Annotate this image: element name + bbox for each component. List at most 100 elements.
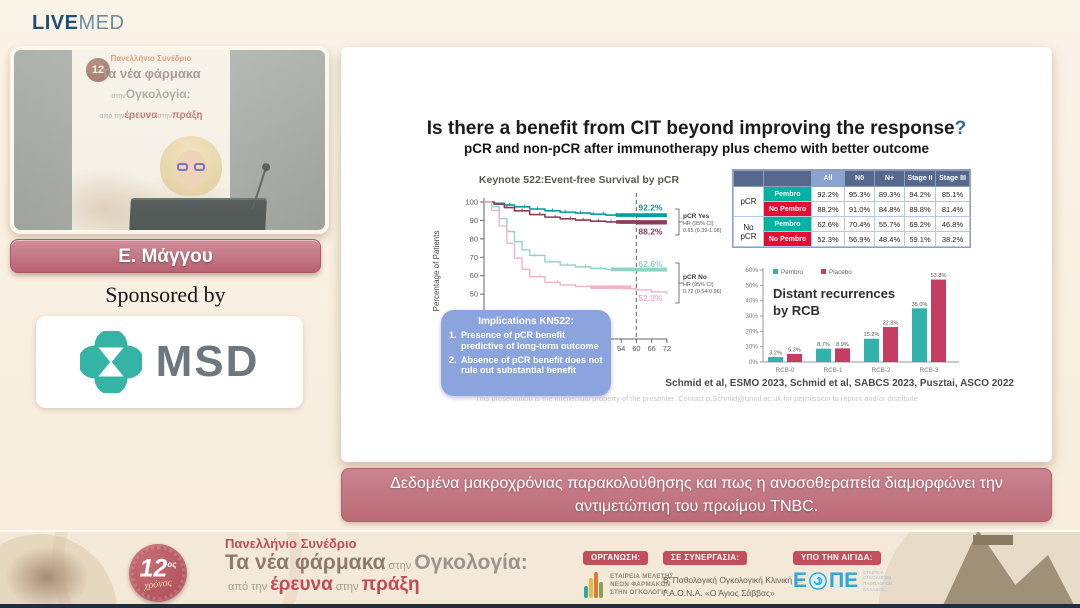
svg-text:5.3%: 5.3% xyxy=(788,347,801,353)
organizer-name: ΕΤΑΙΡΕΙΑ ΜΕΛΕΤΗΣ ΝΕΩΝ ΦΑΡΜΑΚΩΝ ΣΤΗΝ ΟΓΚΟ… xyxy=(610,572,674,597)
slide-title-question-mark: ? xyxy=(954,117,967,139)
svg-text:70: 70 xyxy=(470,253,478,262)
svg-text:66: 66 xyxy=(647,344,655,353)
svg-text:60: 60 xyxy=(470,271,478,280)
table-group-cell: pCR xyxy=(733,186,764,217)
svg-text:53.8%: 53.8% xyxy=(931,273,947,279)
poster-line3b: έρευνα xyxy=(124,110,157,121)
brand-live: LIVE xyxy=(32,12,79,34)
topic-banner: Δεδομένα μακροχρόνιας παρακολούθησης και… xyxy=(341,468,1052,522)
speaker-video-feed[interactable]: 12 Πανελλήνιο Συνέδριο Τα νέα φάρμακα στ… xyxy=(14,50,325,230)
implication-number: 1. xyxy=(449,330,457,340)
livemed-logo: LIVEMED xyxy=(32,12,124,35)
conference-seal-badge: 12ος χρόνος xyxy=(129,544,187,602)
svg-text:Percentage of Patients: Percentage of Patients xyxy=(432,231,441,312)
svg-text:RCB-1: RCB-1 xyxy=(824,367,843,374)
table-value-cell: 59.1% xyxy=(904,231,936,247)
poster-text: Πανελλήνιο Συνέδριο Τα νέα φάρμακα στηνΟ… xyxy=(72,54,230,124)
conference-sub-d: πράξη xyxy=(361,573,420,595)
conference-sub-c: στην xyxy=(335,580,359,593)
partner-label: ΣΕ ΣΥΝΕΡΓΑΣΙΑ: xyxy=(663,551,748,565)
svg-text:RCB-3: RCB-3 xyxy=(920,367,939,374)
table-group-cell: No pCR xyxy=(733,216,764,247)
seal-number: 12ος xyxy=(139,554,177,583)
table-arm-cell: No Pembro xyxy=(763,231,812,247)
watercolor-vignette-right xyxy=(878,532,1080,604)
svg-text:0%: 0% xyxy=(749,359,759,366)
conference-title-a: Τα νέα φάρμακα xyxy=(225,550,386,574)
bar-placebo-RCB-3 xyxy=(931,279,946,362)
organizer-bars-icon xyxy=(584,572,603,598)
slide-title: Is there a benefit from CIT beyond impro… xyxy=(341,118,1052,140)
speaker-video-card: 12 Πανελλήνιο Συνέδριο Τα νέα φάρμακα στ… xyxy=(10,46,329,234)
svg-text:8.7%: 8.7% xyxy=(817,342,830,348)
rcb-bar-chart: 0% 10% 20% 30% 40% 50% 60% 3.2% 8.7% 15.2% 35.0% 5.… xyxy=(733,260,965,382)
table-arm-cell: Pembro xyxy=(763,216,812,232)
bar-pembro-RCB-3 xyxy=(912,308,927,362)
svg-text:60%: 60% xyxy=(745,267,758,274)
seal-script: χρόνος xyxy=(143,577,173,592)
svg-text:35.0%: 35.0% xyxy=(912,302,928,308)
eope-spiral-icon xyxy=(809,572,827,590)
slide-subtitle: pCR and non-pCR after immunotherapy plus… xyxy=(463,141,930,156)
table-value-cell: 94.2% xyxy=(904,186,936,202)
implication-text: Presence of pCR benefit predictive of lo… xyxy=(461,330,599,351)
implication-item: 2. Absence of pCR benefit does not rule … xyxy=(449,355,603,377)
conference-footer: 12ος χρόνος Πανελλήνιο Συνέδριο Τα νέα φ… xyxy=(0,530,1080,604)
svg-text:60: 60 xyxy=(632,344,640,353)
implication-item: 1. Presence of pCR benefit predictive of… xyxy=(449,330,603,352)
bar-placebo-RCB-0 xyxy=(787,353,802,362)
svg-text:62.6%: 62.6% xyxy=(638,259,663,269)
svg-text:8.9%: 8.9% xyxy=(836,342,849,348)
table-value-cell: 91.0% xyxy=(844,201,875,217)
citation: Schmid et al, ESMO 2023, Schmid et al, S… xyxy=(665,378,1014,389)
eope-letter-e: Ε xyxy=(793,569,808,592)
table-header-cell: All xyxy=(811,170,845,187)
presentation-slide[interactable]: Is there a benefit from CIT beyond impro… xyxy=(341,47,1052,462)
hill-illustration xyxy=(878,532,1080,604)
svg-text:52.3%: 52.3% xyxy=(638,293,663,303)
svg-text:Placebo: Placebo xyxy=(829,269,852,276)
svg-text:HR (95% CI): HR (95% CI) xyxy=(683,221,714,227)
table-header-cell: Stage II xyxy=(904,170,936,187)
table-value-cell: 92.2% xyxy=(811,186,845,202)
svg-text:Keynote 522:Event-free Surviva: Keynote 522:Event-free Survival by pCR xyxy=(479,174,680,186)
poster-badge-12: 12 xyxy=(86,58,110,82)
table-arm-cell: Pembro xyxy=(763,186,812,202)
conference-sub-a: από την xyxy=(228,580,268,593)
table-value-cell: 48.4% xyxy=(874,231,905,247)
svg-text:15.2%: 15.2% xyxy=(864,332,880,338)
decorative-ring xyxy=(52,532,302,604)
svg-text:30%: 30% xyxy=(745,313,758,320)
slide-title-text: Is there a benefit from CIT beyond impro… xyxy=(426,117,955,139)
svg-text:RCB-0: RCB-0 xyxy=(776,367,795,374)
poster-line3a: από την xyxy=(100,113,125,120)
conference-title-b: στην xyxy=(388,559,412,572)
implications-title: Implications KN522: xyxy=(478,316,574,327)
poster-line2b: στην xyxy=(111,93,125,100)
eope-logo: Ε ΠΕ ΕΤΑΙΡΕΙΑ ΟΓΚΟΛΟΓΩΝ ΠΑΘΟΛΟΓΩΝ ΕΛΛΑΔΟ… xyxy=(793,569,892,593)
table-arm-cell: No Pembro xyxy=(763,201,812,217)
svg-text:3.2%: 3.2% xyxy=(769,351,782,357)
table-value-cell: 89.8% xyxy=(904,201,936,217)
copyright-fine-print: This presentation is the intellectual pr… xyxy=(475,394,918,403)
efs-results-table: All N0 N+ Stage II Stage III pCR Pembro 92.2% 95… xyxy=(733,170,970,247)
svg-text:90: 90 xyxy=(470,216,478,225)
table-value-cell: 85.1% xyxy=(935,186,970,202)
implications-box: Implications KN522: 1. Presence of pCR b… xyxy=(441,310,611,396)
sponsor-logo-card: MSD xyxy=(36,316,303,408)
svg-text:Distant recurrences: Distant recurrences xyxy=(773,286,895,301)
rcb-bar-chart-svg: 0% 10% 20% 30% 40% 50% 60% 3.2% 8.7% 15.2% 35.0% 5.… xyxy=(745,267,959,374)
sponsor-name: MSD xyxy=(155,337,260,386)
svg-text:80: 80 xyxy=(470,234,478,243)
table-header-cell: Stage III xyxy=(935,170,970,187)
svg-text:88.2%: 88.2% xyxy=(638,227,663,237)
svg-text:pCR Yes: pCR Yes xyxy=(683,213,710,220)
speaker-glasses xyxy=(177,163,205,172)
table-header-cell: N+ xyxy=(874,170,905,187)
svg-text:50: 50 xyxy=(470,290,478,299)
eope-letters-pe: ΠΕ xyxy=(829,569,859,592)
table-value-cell: 81.4% xyxy=(935,201,970,217)
svg-text:20%: 20% xyxy=(745,328,758,335)
